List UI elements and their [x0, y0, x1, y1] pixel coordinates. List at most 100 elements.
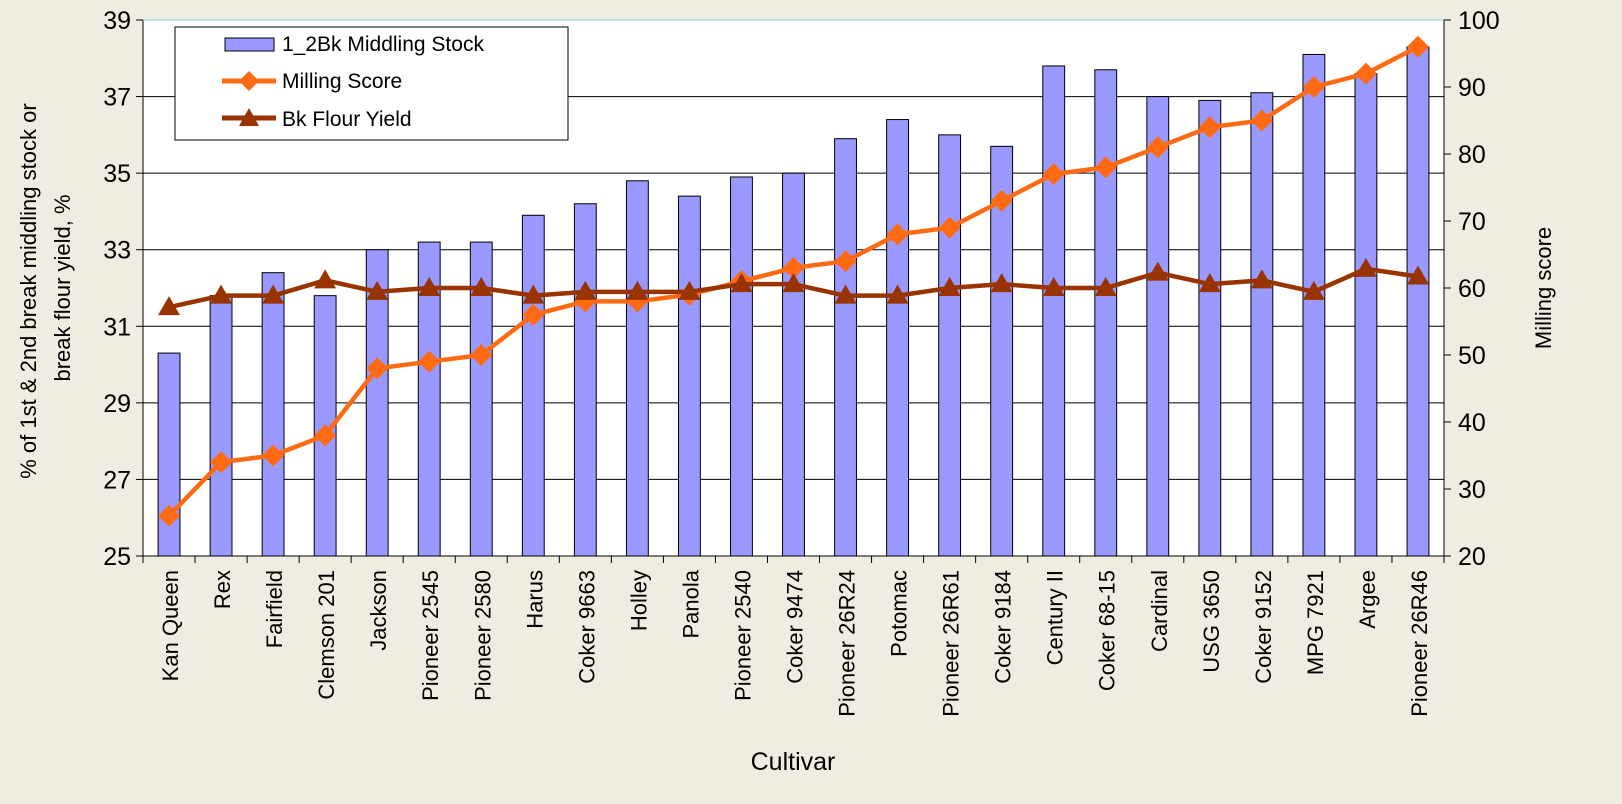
- y-right-tick-label: 20: [1458, 543, 1486, 571]
- point-milling-score-argee: [1354, 62, 1377, 85]
- x-tick-label-potomac: Potomac: [887, 570, 912, 657]
- x-tick-label-jackson: Jackson: [366, 570, 391, 651]
- point-milling-score-fairfield: [262, 444, 285, 467]
- y-right-tick-label: 40: [1458, 409, 1486, 437]
- y-left-tick-label: 27: [103, 466, 131, 494]
- y-left-tick-label: 39: [103, 7, 131, 35]
- point-bk-flour-yield-pioneer-26r24: [834, 284, 857, 304]
- x-tick-label-pioneer-26r24: Pioneer 26R24: [835, 570, 860, 717]
- point-bk-flour-yield-pioneer-2545: [418, 277, 441, 296]
- point-bk-flour-yield-pioneer-26r61: [938, 277, 961, 296]
- bar-mpg-7921: [1302, 53, 1326, 557]
- x-tick-label-coker-9663: Coker 9663: [574, 570, 599, 684]
- point-milling-score-harus: [522, 303, 545, 326]
- point-milling-score-rex: [210, 451, 233, 474]
- point-bk-flour-yield-cardinal: [1146, 261, 1169, 281]
- point-milling-score-cardinal: [1146, 136, 1169, 159]
- y-right-tick-label: 30: [1458, 476, 1486, 504]
- bar-panola: [677, 195, 701, 557]
- line-series: [158, 35, 1429, 527]
- legend-label-bk-flour-yield: Bk Flour Yield: [282, 108, 412, 131]
- bar-coker-9474: [782, 172, 805, 557]
- point-bk-flour-yield-argee: [1354, 257, 1377, 277]
- x-tick-label-century-ii: Century II: [1043, 570, 1068, 665]
- point-milling-score-coker-9184: [990, 189, 1013, 212]
- bar-coker-9663: [573, 203, 597, 557]
- x-axis-tick-labels: Kan Queen Rex Fairfield Clemson 201 Jackson P…: [158, 569, 1432, 717]
- point-milling-score-century-ii: [1042, 163, 1065, 186]
- point-bk-flour-yield-rex: [210, 284, 233, 304]
- point-bk-flour-yield-coker-9152: [1250, 269, 1273, 289]
- legend-label-middling-stock: 1_2Bk Middling Stock: [282, 33, 484, 56]
- point-milling-score-jackson: [366, 357, 389, 380]
- x-tick-label-argee: Argee: [1355, 570, 1380, 629]
- point-bk-flour-yield-coker-9184: [990, 273, 1013, 293]
- point-milling-score-usg-3650: [1198, 116, 1221, 139]
- y-left-tick-label: 33: [103, 237, 131, 265]
- y-left-tick-labels: 25 27 29 31 33 35 37 39: [103, 7, 131, 571]
- y-left-tick-label: 37: [103, 84, 131, 112]
- y-left-axis-title-line-2: break flour yield, %: [50, 194, 75, 381]
- bar-argee: [1354, 73, 1378, 557]
- bar-pioneer-26r61: [938, 134, 962, 557]
- x-tick-label-harus: Harus: [522, 570, 547, 629]
- y-right-tick-label: 100: [1458, 7, 1500, 35]
- x-tick-label-clemson-201: Clemson 201: [314, 570, 339, 700]
- point-bk-flour-yield-panola: [678, 280, 701, 300]
- bar-century-ii: [1042, 65, 1066, 557]
- bar-holley: [625, 180, 649, 557]
- x-tick-label-rex: Rex: [210, 570, 235, 609]
- point-bk-flour-yield-harus: [522, 284, 545, 304]
- point-bk-flour-yield-coker-9663: [574, 280, 597, 300]
- x-tick-label-holley: Holley: [626, 570, 651, 631]
- legend-swatch-middling-stock: [224, 37, 275, 52]
- point-bk-flour-yield-potomac: [886, 284, 909, 304]
- bar-rex: [209, 295, 233, 557]
- bar-fairfield: [261, 272, 285, 557]
- y-right-tick-label: 60: [1458, 275, 1486, 303]
- x-tick-label-pioneer-2580: Pioneer 2580: [470, 570, 495, 701]
- x-tick-label-fairfield: Fairfield: [262, 570, 287, 648]
- legend-marker-milling-score: [239, 71, 259, 91]
- point-milling-score-pioneer-26r61: [938, 216, 961, 239]
- point-bk-flour-yield-pioneer-2540: [730, 273, 753, 293]
- bar-potomac: [886, 119, 910, 557]
- bar-series: [157, 46, 1430, 557]
- point-milling-score-coker-9152: [1250, 109, 1273, 132]
- x-tick-label-cardinal: Cardinal: [1147, 570, 1172, 652]
- x-axis-title: Cultivar: [751, 748, 836, 776]
- bar-pioneer-26r46: [1406, 46, 1430, 557]
- x-tick-label-pioneer-2545: Pioneer 2545: [418, 570, 443, 701]
- point-milling-score-coker-68-15: [1094, 156, 1117, 179]
- point-bk-flour-yield-kan-queen: [158, 296, 181, 316]
- bar-usg-3650: [1198, 99, 1222, 557]
- y-left-tick-label: 25: [103, 543, 131, 571]
- point-bk-flour-yield-holley: [626, 280, 649, 300]
- y-left-axis-title-line-1: % of 1st & 2nd break middling stock or: [16, 103, 41, 478]
- y-left-tick-label: 31: [103, 313, 131, 341]
- point-bk-flour-yield-pioneer-2580: [470, 277, 493, 296]
- bar-pioneer-26r24: [834, 138, 857, 557]
- point-bk-flour-yield-pioneer-26r46: [1406, 265, 1429, 285]
- y-right-tick-label: 90: [1458, 74, 1486, 102]
- y-left-axis-title: % of 1st & 2nd break middling stock or b…: [16, 97, 75, 479]
- point-milling-score-pioneer-2545: [418, 350, 441, 373]
- point-bk-flour-yield-jackson: [366, 280, 389, 300]
- x-tick-label-pioneer-26r46: Pioneer 26R46: [1407, 570, 1432, 717]
- y-left-tick-label: 35: [103, 160, 131, 188]
- point-milling-score-pioneer-26r46: [1406, 35, 1429, 58]
- legend-marker-bk-flour-yield: [239, 108, 259, 126]
- point-bk-flour-yield-century-ii: [1042, 277, 1065, 296]
- x-tick-label-kan-queen: Kan Queen: [158, 570, 183, 681]
- bar-pioneer-2540: [730, 176, 753, 557]
- axes: [136, 19, 1451, 563]
- point-milling-score-pioneer-2580: [470, 344, 493, 366]
- x-tick-label-coker-9152: Coker 9152: [1251, 570, 1276, 684]
- point-bk-flour-yield-mpg-7921: [1302, 280, 1325, 300]
- bar-coker-9152: [1250, 92, 1274, 557]
- point-milling-score-mpg-7921: [1302, 76, 1325, 98]
- point-bk-flour-yield-usg-3650: [1198, 273, 1221, 293]
- point-milling-score-kan-queen: [158, 504, 181, 527]
- x-tick-label-pioneer-26r61: Pioneer 26R61: [939, 570, 964, 717]
